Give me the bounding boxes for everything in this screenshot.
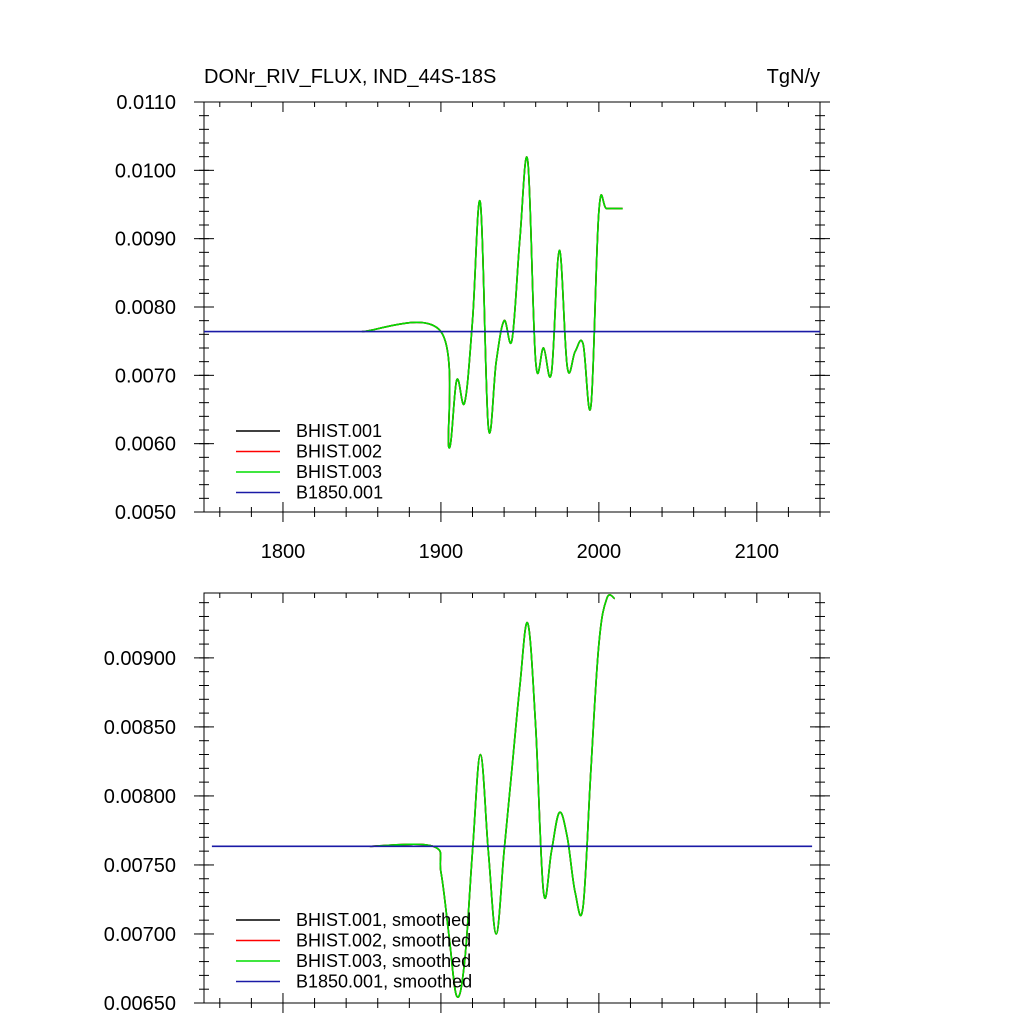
legend-label-bhist-002: BHIST.002 <box>296 442 382 462</box>
legend-label-b1850-001: B1850.001 <box>296 483 383 503</box>
legend-label-bhist-003-smoothed: BHIST.003, smoothed <box>296 951 471 971</box>
y-tick-label: 0.00700 <box>104 924 176 946</box>
x-tick-label: 2000 <box>577 541 622 563</box>
x-tick-label: 1900 <box>419 541 464 563</box>
y-tick-label: 0.0070 <box>115 365 176 387</box>
bottom-panel: 0.00650 0.00700 0.00750 0.00800 0.00850 0.009… <box>104 592 830 1015</box>
x-tick-label: 2100 <box>735 541 780 563</box>
y-tick-label: 0.00900 <box>104 648 176 670</box>
legend-label-bhist-002-smoothed: BHIST.002, smoothed <box>296 931 471 951</box>
legend-label-bhist-003: BHIST.003 <box>296 462 382 482</box>
y-tick-label: 0.00650 <box>104 993 176 1015</box>
y-tick-label: 0.0090 <box>115 229 176 251</box>
y-tick-label: 0.00800 <box>104 786 176 808</box>
top-panel: DONr_RIV_FLUX, IND_44S-18S TgN/y 1800 190… <box>115 66 830 563</box>
y-tick-label: 0.0080 <box>115 297 176 319</box>
chart-title: DONr_RIV_FLUX, IND_44S-18S <box>204 66 496 88</box>
y-tick-label: 0.0110 <box>116 92 176 114</box>
y-tick-label: 0.00850 <box>104 717 176 739</box>
legend-label-bhist-001-smoothed: BHIST.001, smoothed <box>296 910 471 930</box>
plot-frame <box>203 592 821 1004</box>
y-tick-label: 0.0050 <box>115 502 176 524</box>
legend-label-bhist-001: BHIST.001 <box>296 421 382 441</box>
y-tick-label: 0.0100 <box>115 160 176 182</box>
legend-label-b1850-001-smoothed: B1850.001, smoothed <box>296 972 472 992</box>
series-line-bhist-003 <box>361 156 623 449</box>
units-label: TgN/y <box>767 66 820 88</box>
y-tick-label: 0.0060 <box>115 434 176 456</box>
x-tick-label: 1800 <box>261 541 306 563</box>
series-line-bhist-003-smoothed <box>369 594 616 998</box>
y-tick-label: 0.00750 <box>104 855 176 877</box>
